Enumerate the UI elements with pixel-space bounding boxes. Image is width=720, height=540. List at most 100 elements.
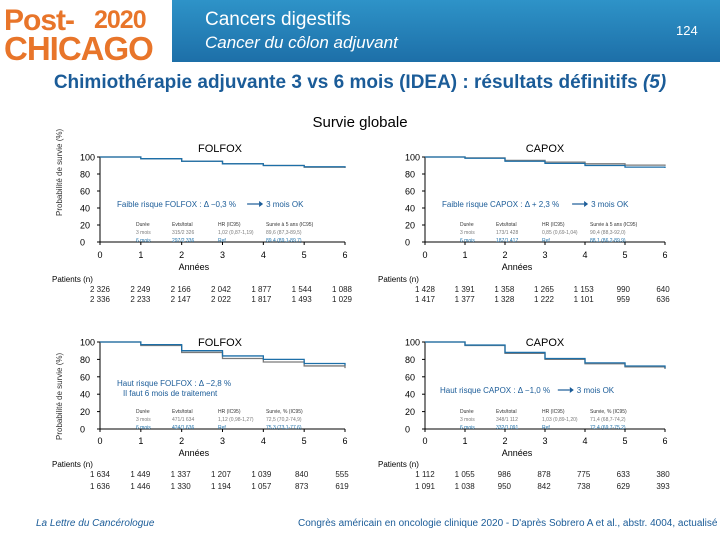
folfox-high-table-header: Evts/total — [172, 409, 193, 415]
slide-title-ref: (5) — [642, 72, 667, 93]
footer-journal: La Lettre du Cancérologue — [36, 518, 155, 529]
page-number: 124 — [676, 23, 698, 38]
capox-low-x-tick-label: 4 — [582, 250, 587, 260]
folfox-high-at-risk-value: 1 446 — [130, 482, 151, 491]
capox-high-x-tick-label: 1 — [462, 436, 467, 446]
capox-high-y-tick-label: 60 — [405, 372, 415, 382]
capox-high-annotation-result: 3 mois OK — [577, 386, 615, 395]
capox-low-title: CAPOX — [526, 143, 565, 155]
logo-year: 2020 — [94, 6, 147, 34]
capox-high-table-cell: 6 mois — [460, 425, 475, 431]
folfox-high-series-3-mois-line — [100, 341, 346, 369]
folfox-high-x-axis-title: Années — [179, 448, 210, 458]
capox-high-at-risk-value: 380 — [656, 470, 670, 479]
capox-high-at-risk-value: 738 — [577, 482, 591, 491]
folfox-low-at-risk-value: 1 817 — [251, 295, 272, 304]
capox-low-x-tick-label: 6 — [662, 250, 667, 260]
folfox-high-at-risk-value: 873 — [295, 482, 309, 491]
capox-low-at-risk-value: 990 — [617, 285, 631, 294]
folfox-low-table-cell: 89,6 (87,3-89,5) — [266, 230, 302, 236]
capox-high-table-header: Durée — [460, 409, 474, 415]
folfox-low-at-risk-value: 2 233 — [130, 295, 151, 304]
folfox-low-y-tick-label: 0 — [80, 238, 85, 248]
capox-high-table-header: Survie, % (IC95) — [590, 409, 627, 415]
folfox-high-at-risk-value: 1 207 — [211, 470, 232, 479]
folfox-high-annotation: Haut risque FOLFOX : Δ −2,8 % — [117, 379, 231, 388]
folfox-high-y-tick-label: 80 — [80, 355, 90, 365]
capox-high-at-risk-value: 842 — [537, 482, 551, 491]
footer-source: Congrès américain en oncologie clinique … — [298, 518, 718, 529]
folfox-low-x-tick-label: 6 — [342, 250, 347, 260]
folfox-high-x-tick-label: 0 — [97, 436, 102, 446]
capox-low-at-risk-value: 1 358 — [494, 285, 515, 294]
folfox-high-table-cell: 3 mois — [136, 417, 151, 423]
folfox-low-table-header: Evts/total — [172, 222, 193, 228]
folfox-high-x-tick-label: 1 — [138, 436, 143, 446]
capox-high-y-tick-label: 100 — [405, 338, 420, 348]
capox-low-at-risk-value: 959 — [617, 295, 631, 304]
capox-high-table-cell: Ref — [542, 425, 550, 431]
folfox-low-table-cell: 1,02 (0,87-1,19) — [218, 230, 254, 236]
folfox-low-title: FOLFOX — [198, 143, 243, 155]
folfox-low-y-tick-label: 40 — [80, 204, 90, 214]
capox-high-y-tick-label: 40 — [405, 390, 415, 400]
folfox-high-x-tick-label: 2 — [179, 436, 184, 446]
logo-chicago: CHICAGO — [4, 30, 154, 67]
capox-low-annotation: Faible risque CAPOX : Δ + 2,3 % — [442, 200, 559, 209]
capox-low-x-tick-label: 0 — [422, 250, 427, 260]
folfox-high-at-risk-value: 1 634 — [90, 470, 111, 479]
folfox-low-annotation-result: 3 mois OK — [266, 200, 304, 209]
folfox-low-series-6-mois-line — [100, 156, 346, 168]
folfox-high-table-header: Durée — [136, 409, 150, 415]
folfox-low-y-tick-label: 60 — [80, 187, 90, 197]
header-bar — [172, 0, 720, 62]
capox-low-patients-label: Patients (n) — [378, 275, 419, 284]
header-title: Cancers digestifs — [205, 9, 351, 30]
folfox-high-table-cell: 75,3 (73,1-77,6) — [266, 425, 302, 431]
folfox-high-at-risk-value: 555 — [335, 470, 349, 479]
post-chicago-logo: Post- 2020 CHICAGO — [2, 4, 162, 67]
folfox-low-at-risk-value: 2 326 — [90, 285, 111, 294]
capox-low-table-header: Evts/total — [496, 222, 517, 228]
capox-high-at-risk-value: 1 091 — [415, 482, 436, 491]
folfox-high-y-tick-label: 20 — [80, 407, 90, 417]
capox-high-x-tick-label: 5 — [622, 436, 627, 446]
capox-low-y-tick-label: 40 — [405, 204, 415, 214]
capox-low-at-risk-value: 1 391 — [455, 285, 476, 294]
folfox-high-title: FOLFOX — [198, 337, 243, 349]
capox-low-y-tick-label: 100 — [405, 153, 420, 163]
capox-low-x-axis-title: Années — [502, 262, 533, 272]
folfox-low-at-risk-value: 2 249 — [130, 285, 151, 294]
folfox-low-at-risk-value: 2 147 — [171, 295, 192, 304]
capox-high-table-cell: 332/1 091 — [496, 425, 518, 431]
capox-low-table-cell: 0,85 (0,69-1,04) — [542, 230, 578, 236]
capox-low-at-risk-value: 1 328 — [494, 295, 515, 304]
folfox-low-at-risk-value: 1 029 — [332, 295, 353, 304]
capox-high-y-tick-label: 80 — [405, 355, 415, 365]
capox-low-at-risk-value: 640 — [656, 285, 670, 294]
folfox-low-annotation-arrowhead — [259, 201, 264, 207]
capox-high-x-tick-label: 2 — [502, 436, 507, 446]
capox-low-at-risk-value: 1 265 — [534, 285, 555, 294]
capox-low-y-tick-label: 80 — [405, 170, 415, 180]
capox-low-x-tick-label: 5 — [622, 250, 627, 260]
capox-high-at-risk-value: 950 — [498, 482, 512, 491]
capox-high-at-risk-value: 1 038 — [455, 482, 476, 491]
capox-high-at-risk-value: 393 — [656, 482, 670, 491]
logo-post: Post- — [4, 4, 75, 37]
capox-low-at-risk-value: 1 153 — [574, 285, 595, 294]
capox-low-table-cell: Ref — [542, 238, 550, 244]
folfox-high-x-tick-label: 6 — [342, 436, 347, 446]
folfox-high-x-tick-label: 3 — [220, 436, 225, 446]
folfox-high-annotation-result: Il faut 6 mois de traitement — [123, 389, 218, 398]
folfox-high-x-tick-label: 5 — [302, 436, 307, 446]
capox-high-at-risk-value: 775 — [577, 470, 591, 479]
folfox-low-y-tick-label: 80 — [80, 170, 90, 180]
folfox-low-x-tick-label: 4 — [261, 250, 266, 260]
folfox-low-at-risk-value: 1 544 — [292, 285, 313, 294]
header-subtitle: Cancer du côlon adjuvant — [205, 33, 398, 52]
folfox-low-at-risk-value: 2 022 — [211, 295, 232, 304]
folfox-high-table-cell: 471/1 634 — [172, 417, 194, 423]
folfox-low-x-tick-label: 5 — [302, 250, 307, 260]
